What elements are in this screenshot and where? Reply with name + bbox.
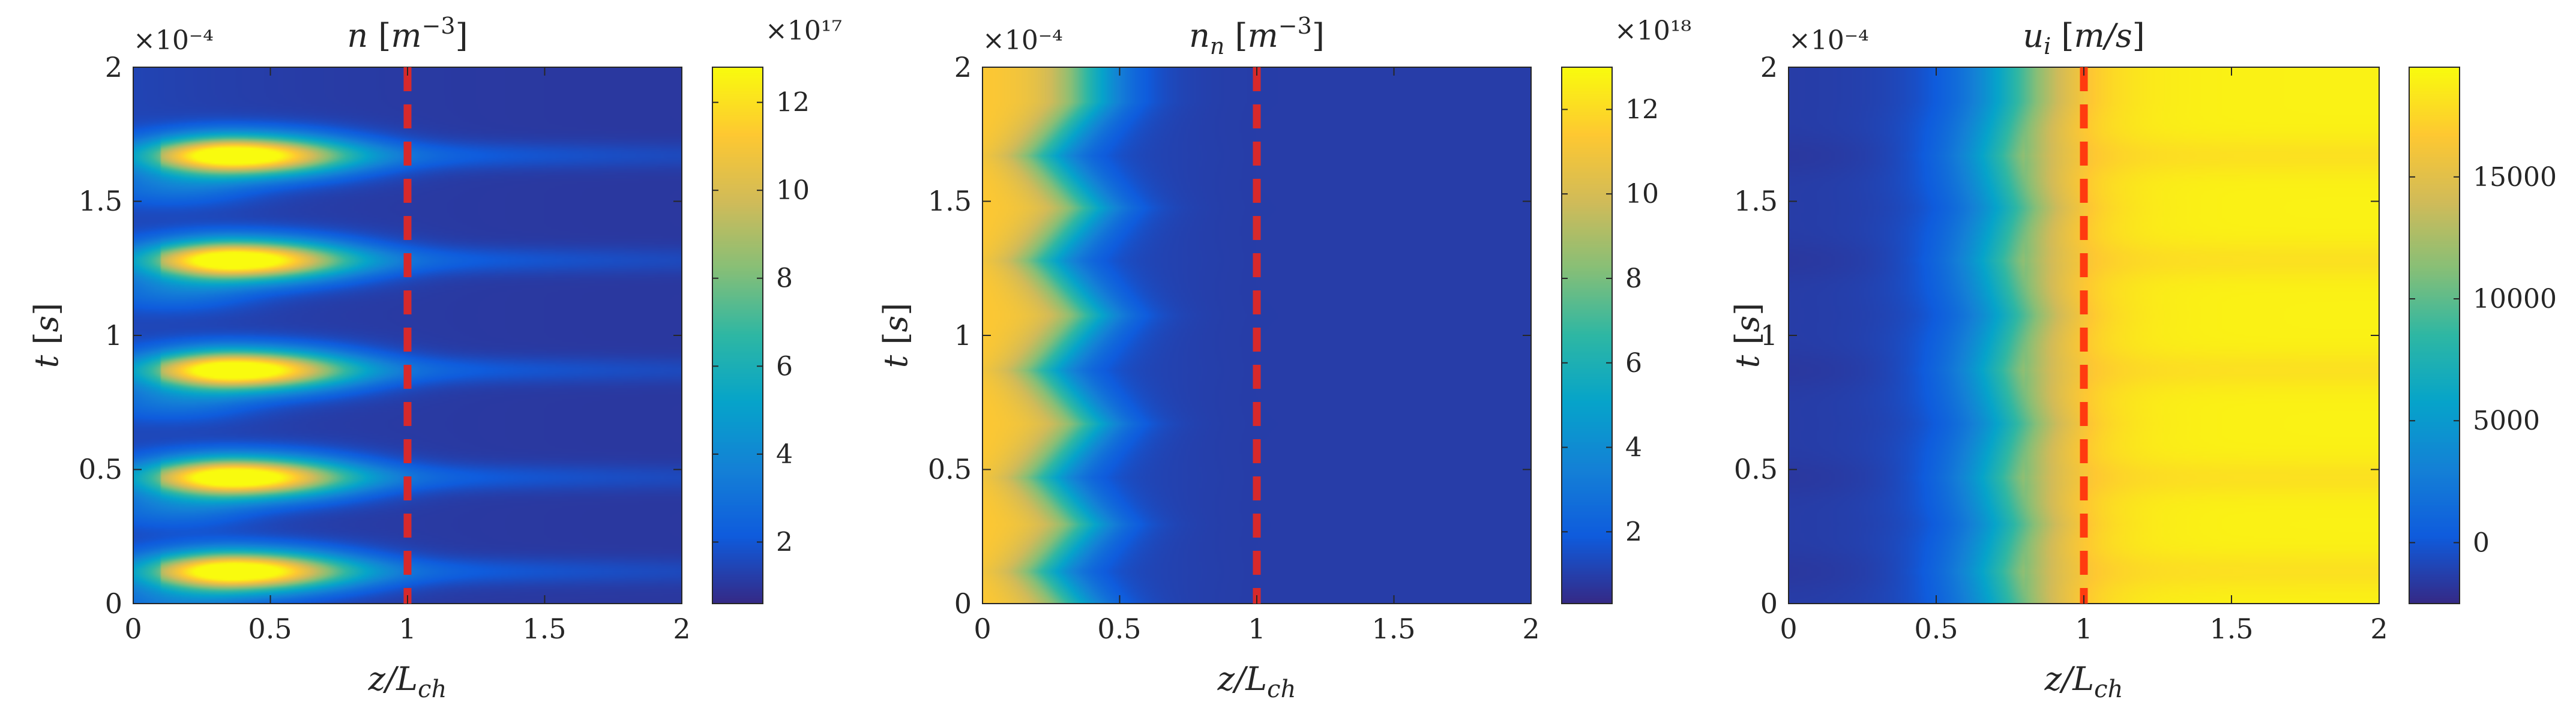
title-symbol: u <box>2023 17 2044 55</box>
title-unit: m <box>391 17 421 55</box>
panel-title: nn [m−3] <box>1189 13 1325 59</box>
x-tick-labels: 0 0.5 1 1.5 2 <box>974 613 1539 645</box>
y-tick-label: 0.5 <box>928 453 972 485</box>
y-tick-labels: 0 0.5 1 1.5 2 <box>928 51 972 620</box>
y-axis-label: t [s] <box>1729 303 1766 368</box>
colorbar-ticks: 2 4 6 8 10 12 <box>712 88 810 557</box>
y-axis-multiplier: ×10⁻⁴ <box>983 25 1063 56</box>
panel-title: n [m−3] <box>347 13 468 55</box>
title-symbol: n <box>347 17 368 55</box>
x-tick-label: 0.5 <box>1914 613 1958 645</box>
title-subscript: n <box>1210 33 1224 59</box>
colorbar-tick-label: 8 <box>1625 263 1642 294</box>
x-tick-labels: 0 0.5 1 1.5 2 <box>1780 613 2388 645</box>
y-tick-label: 0 <box>105 587 122 620</box>
title-unit: m <box>1248 17 1278 55</box>
panel-plasma-density: 0 0.5 1 1.5 2 0 0.5 1 1.5 2 ×10⁻⁴ t [s] … <box>28 13 842 703</box>
colorbar-ticks: 2 4 6 8 10 12 <box>1562 94 1659 547</box>
y-tick-label: 0.5 <box>79 453 122 485</box>
x-axis-label: z/Lch <box>368 660 447 703</box>
x-tick-label: 2 <box>1522 613 1539 645</box>
colorbar-tick-label: 10 <box>1625 179 1659 209</box>
y-axis-multiplier: ×10⁻⁴ <box>1789 25 1869 56</box>
colorbar-tick-label: 6 <box>776 351 793 382</box>
y-tick-label: 2 <box>1760 51 1778 83</box>
x-tick-label: 1.5 <box>1371 613 1415 645</box>
colorbar-tick-label: 6 <box>1625 348 1642 379</box>
y-axis-label: t [s] <box>877 303 915 368</box>
ylabel-unit: s <box>28 316 65 332</box>
x-tick-label: 2 <box>673 613 690 645</box>
colorbar-frame <box>2409 67 2460 604</box>
colorbar-multiplier: ×10¹⁷ <box>765 16 842 46</box>
title-unit: m/s <box>2074 17 2132 55</box>
x-tick-label: 0 <box>124 613 142 645</box>
panel-neutral-density: 0 0.5 1 1.5 2 0 0.5 1 1.5 2 ×10⁻⁴ t [s] … <box>877 13 1691 703</box>
title-exponent: −3 <box>422 13 456 39</box>
colorbar-tick-label: 4 <box>776 439 793 470</box>
y-tick-label: 0.5 <box>1734 453 1778 485</box>
x-axis-label: z/Lch <box>2044 660 2123 703</box>
y-tick-label: 2 <box>105 51 122 83</box>
x-tick-label: 0 <box>1780 613 1797 645</box>
colorbar-tick-label: 10000 <box>2473 284 2557 314</box>
x-tick-label: 1.5 <box>522 613 566 645</box>
colorbar-tick-label: 0 <box>2473 527 2490 558</box>
colorbar-tick-label: 5000 <box>2473 406 2540 436</box>
y-tick-label: 1.5 <box>1734 185 1778 217</box>
title-symbol: n <box>1189 17 1210 55</box>
y-tick-label: 0 <box>1760 587 1778 620</box>
ylabel-symbol: t <box>28 355 65 368</box>
xlabel-subscript: ch <box>418 676 447 703</box>
panel-title: ui [m/s] <box>2023 17 2144 59</box>
colorbar-tick-label: 15000 <box>2473 162 2557 193</box>
y-tick-label: 1.5 <box>928 185 972 217</box>
x-tick-label: 1.5 <box>2209 613 2253 645</box>
x-tick-label: 0 <box>974 613 991 645</box>
panel-ion-velocity: 0 0.5 1 1.5 2 0 0.5 1 1.5 2 ×10⁻⁴ t [s] … <box>1729 17 2557 703</box>
y-tick-label: 2 <box>954 51 972 83</box>
colorbar-tick-label: 10 <box>776 175 810 206</box>
colorbar-frame <box>1561 67 1613 604</box>
colorbar-tick-label: 12 <box>776 88 810 118</box>
colorbar-tick-label: 4 <box>1625 433 1642 463</box>
colorbar-ion-velocity <box>2409 67 2460 604</box>
x-tick-labels: 0 0.5 1 1.5 2 <box>124 613 690 645</box>
y-tick-label: 1.5 <box>79 185 122 217</box>
title-exponent: −3 <box>1278 13 1312 39</box>
y-tick-label: 0 <box>954 587 972 620</box>
colorbar-tick-label: 12 <box>1625 94 1659 125</box>
y-tick-labels: 0 0.5 1 1.5 2 <box>1734 51 1778 620</box>
colorbar-tick-label: 2 <box>1625 517 1642 547</box>
x-tick-label: 1 <box>1248 613 1265 645</box>
x-axis-label: z/Lch <box>1217 660 1296 703</box>
y-axis-multiplier: ×10⁻⁴ <box>133 25 214 56</box>
x-tick-label: 2 <box>2370 613 2388 645</box>
y-tick-label: 1 <box>954 319 972 352</box>
colorbar-tick-label: 2 <box>776 527 793 557</box>
y-tick-label: 1 <box>105 319 122 352</box>
colorbar-ticks: 0 5000 10000 15000 <box>2409 162 2557 558</box>
x-tick-label: 1 <box>399 613 416 645</box>
x-tick-label: 0.5 <box>1097 613 1141 645</box>
colorbar-frame <box>712 67 763 604</box>
title-subscript: i <box>2044 33 2051 59</box>
y-tick-labels: 0 0.5 1 1.5 2 <box>79 51 122 620</box>
colorbar-neutral-density <box>1562 67 1612 604</box>
colorbar-multiplier: ×10¹⁸ <box>1615 16 1691 46</box>
x-tick-label: 1 <box>2075 613 2092 645</box>
colorbar-tick-label: 8 <box>776 263 793 294</box>
x-tick-label: 0.5 <box>248 613 292 645</box>
colorbar-plasma-density <box>712 67 763 604</box>
y-tick-label: 1 <box>1760 319 1778 352</box>
ylabel-unit: [ <box>28 332 65 355</box>
y-axis-label: t [s] <box>28 303 65 368</box>
